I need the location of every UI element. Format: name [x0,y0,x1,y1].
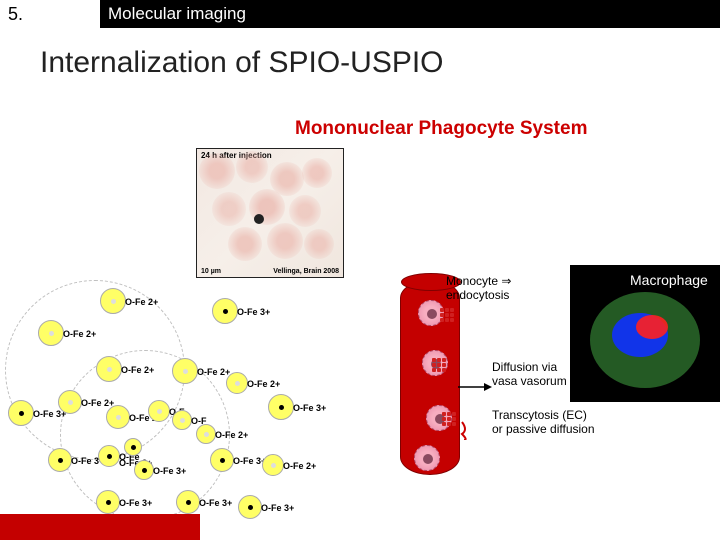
header-bar: 5. Molecular imaging [0,0,720,28]
nanoparticle-label: O-Fe 2+ [63,329,96,339]
micrograph-cell [302,158,332,188]
nanoparticle: O-Fe 2+ [38,320,64,346]
nanoparticle: O-Fe [98,445,120,467]
micrograph-dark-spot [254,214,264,224]
micrograph-cell [289,195,321,227]
nanoparticle-label: O-Fe 2+ [197,367,230,377]
micrograph-cell [199,153,235,189]
nanoparticle-label: O-Fe 2+ [215,430,248,440]
nanoparticle: O-Fe 2+ [196,424,216,444]
diffusion-arrow-icon [458,380,492,394]
nanoparticle: O-F [148,400,170,422]
nanoparticle-label: O-Fe 2+ [247,379,280,389]
nanoparticle: O-Fe 2+ [100,288,126,314]
nanoparticle-label: O-Fe 2+ [81,398,114,408]
micrograph-cell [236,151,268,183]
nanoparticle: O-Fe 3+ [8,400,34,426]
micrograph-credit: Vellinga, Brain 2008 [273,268,339,275]
nanoparticle: O-Fe 3+ [124,438,142,456]
micrograph-scale: 10 µm [201,268,221,275]
nanoparticle-label: O-Fe 3+ [293,403,326,413]
nanoparticle: O-Fe 3+ [210,448,234,472]
nanoparticle: O-Fe 2+ [96,356,122,382]
micrograph-cell [267,223,303,259]
nanoparticle-label: O-Fe 2+ [283,461,316,471]
chapter-title: Molecular imaging [100,0,720,28]
nanoparticle: O-Fe 3+ [48,448,72,472]
nanoparticle: O-Fe 2+ [58,390,82,414]
nanoparticle: O-Fe 2+ [172,358,198,384]
micrograph-cell [228,227,262,261]
footer-accent [0,514,200,540]
nanoparticle-label: O-Fe 3+ [119,498,152,508]
nanoparticle: O-Fe 3+ [96,490,120,514]
micrograph-cell [304,229,334,259]
diffusion-label: Diffusion via vasa vasorum [492,360,567,389]
spio-cluster [442,412,456,426]
micrograph-cell [212,192,246,226]
nanoparticle-label: O-Fe 2+ [121,365,154,375]
transcytosis-squiggle-icon [460,420,480,440]
transcytosis-label: Transcytosis (EC) or passive diffusion [492,408,595,437]
nanoparticle: O-Fe 2+ [262,454,284,476]
macrophage-label: Macrophage [630,272,708,288]
nanoparticle: O-Fe 3+ [176,490,200,514]
phagocyte-heading: Mononuclear Phagocyte System [295,118,587,140]
nanoparticle-label: O-Fe 3+ [153,466,186,476]
nanoparticle: O-Fe 3+ [212,298,238,324]
nanoparticle-label: O-Fe 3+ [237,307,270,317]
micrograph-panel: 24 h after injection 10 µm Vellinga, Bra… [196,148,344,278]
nanoparticle: O-Fe 2+ [106,405,130,429]
nanoparticle-label: O-Fe 2+ [125,297,158,307]
nanoparticle: O-F [172,410,192,430]
nanoparticle: O-Fe 3+ [134,460,154,480]
slide-title: Internalization of SPIO-USPIO [40,46,720,80]
monocyte-label: Monocyte ⇒ endocytosis [446,274,511,303]
spio-cluster [432,358,446,372]
nanoparticle-label: O-Fe 3+ [261,503,294,513]
nanoparticle: O-Fe 2+ [226,372,248,394]
nanoparticle-label: O-Fe 3+ [199,498,232,508]
nanoparticle: O-Fe 3+ [268,394,294,420]
spio-cluster [440,308,454,322]
monocyte-cell [414,445,440,471]
nanoparticle: O-Fe 3+ [238,495,262,519]
chapter-number: 5. [0,0,100,28]
